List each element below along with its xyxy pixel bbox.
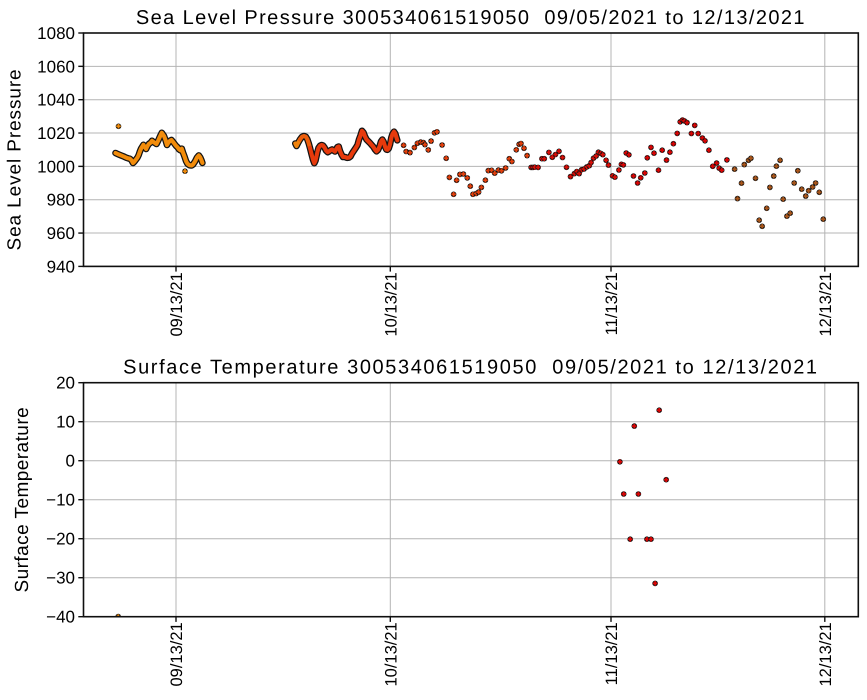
svg-text:−10: −10 — [46, 491, 75, 510]
svg-text:20: 20 — [56, 374, 75, 393]
svg-text:09/13/21: 09/13/21 — [168, 622, 186, 686]
svg-text:Sea Level Pressure: Sea Level Pressure — [5, 68, 26, 250]
svg-text:12/13/21: 12/13/21 — [817, 622, 835, 686]
svg-text:10/13/21: 10/13/21 — [382, 272, 400, 336]
svg-text:980: 980 — [47, 191, 75, 210]
svg-text:−40: −40 — [46, 608, 75, 627]
svg-text:1040: 1040 — [37, 91, 75, 110]
svg-text:10: 10 — [56, 413, 75, 432]
svg-text:10/13/21: 10/13/21 — [382, 622, 400, 686]
svg-text:1000: 1000 — [37, 157, 75, 176]
svg-text:0: 0 — [66, 452, 75, 471]
svg-text:1080: 1080 — [37, 24, 75, 43]
svg-text:11/13/21: 11/13/21 — [603, 622, 621, 685]
svg-text:Surface Temperature: Surface Temperature — [12, 407, 33, 593]
svg-text:Surface Temperature 3005340615: Surface Temperature 300534061519050 09/0… — [123, 357, 819, 379]
svg-text:−30: −30 — [46, 569, 75, 588]
svg-text:12/13/21: 12/13/21 — [817, 272, 835, 336]
svg-text:Sea Level Pressure 30053406151: Sea Level Pressure 300534061519050 09/05… — [136, 7, 806, 29]
svg-text:11/13/21: 11/13/21 — [603, 272, 621, 335]
svg-text:−20: −20 — [46, 530, 75, 549]
svg-text:09/13/21: 09/13/21 — [168, 272, 186, 336]
svg-text:960: 960 — [47, 224, 75, 243]
svg-text:1060: 1060 — [37, 57, 75, 76]
svg-text:1020: 1020 — [37, 124, 75, 143]
svg-text:940: 940 — [47, 257, 75, 276]
